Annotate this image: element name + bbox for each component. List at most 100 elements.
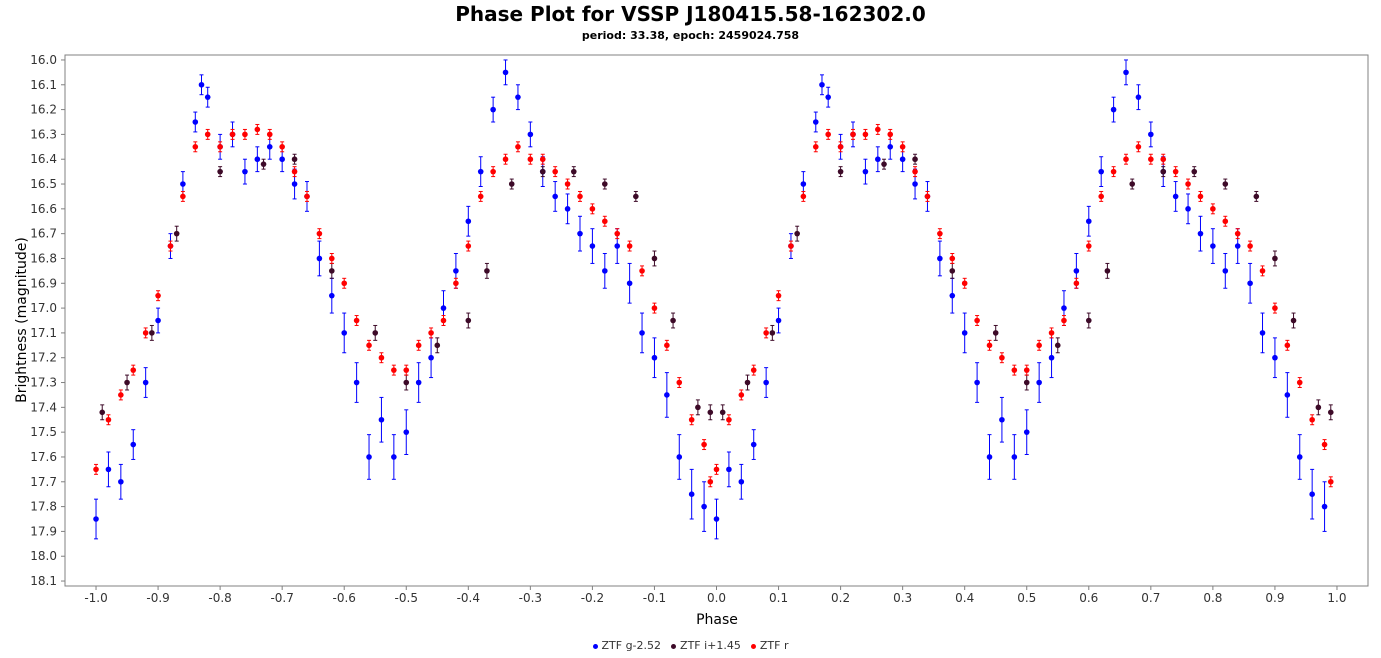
data-point	[1135, 144, 1142, 150]
x-tick-label: -0.5	[395, 591, 418, 605]
data-point	[1191, 168, 1198, 175]
legend-marker	[592, 643, 598, 649]
data-point	[626, 243, 633, 249]
legend-marker	[671, 643, 677, 649]
data-point	[1023, 429, 1030, 435]
data-point	[570, 168, 577, 175]
data-point	[1123, 69, 1129, 76]
data-point	[713, 466, 720, 473]
data-point	[639, 330, 645, 336]
data-point	[502, 69, 509, 76]
data-point	[254, 156, 261, 163]
data-point	[552, 168, 558, 175]
data-point	[812, 144, 819, 150]
data-point	[415, 379, 422, 386]
data-point	[769, 330, 776, 336]
data-point	[688, 491, 695, 497]
data-point	[1098, 168, 1104, 175]
data-point	[329, 268, 335, 274]
data-point	[1011, 454, 1018, 460]
data-point	[1073, 268, 1080, 274]
data-point	[800, 193, 807, 200]
data-point	[490, 168, 496, 175]
data-point	[366, 342, 372, 349]
data-point	[1210, 243, 1216, 249]
data-point	[695, 404, 701, 411]
data-point	[688, 416, 695, 423]
x-tick-label: -0.7	[270, 591, 293, 605]
x-tick-label: -0.6	[333, 591, 356, 605]
y-tick-label: 17.4	[30, 400, 57, 414]
x-tick-label: 0.1	[769, 591, 788, 605]
data-point	[118, 392, 124, 398]
legend-marker	[750, 643, 756, 649]
data-point	[149, 330, 155, 336]
data-point	[465, 317, 472, 324]
data-point	[217, 168, 223, 175]
data-point	[155, 317, 161, 324]
data-point	[266, 131, 273, 138]
data-point	[1247, 280, 1253, 287]
y-axis: 16.0 16.1 16.2 16.3 16.4 16.5 16.6 16.7 16.8 16.9…	[30, 53, 65, 588]
data-point	[1321, 441, 1328, 448]
data-point	[173, 230, 180, 237]
legend-label: ZTF i+1.45	[680, 639, 741, 652]
data-point	[1185, 181, 1191, 187]
data-point	[676, 379, 683, 386]
y-tick-label: 17.9	[30, 524, 57, 538]
data-point	[763, 330, 769, 336]
data-point	[180, 193, 186, 200]
data-point	[639, 268, 645, 274]
data-point	[800, 181, 807, 187]
y-tick-label: 16.7	[30, 227, 57, 241]
data-point	[1054, 342, 1061, 349]
data-point	[1272, 255, 1278, 262]
data-point	[837, 168, 844, 175]
legend-item: ZTF g-2.52	[592, 639, 662, 652]
x-tick-label: 0.0	[707, 591, 726, 605]
data-point	[912, 181, 918, 187]
data-point	[750, 367, 757, 373]
data-point	[812, 119, 819, 125]
x-axis-title: Phase	[696, 612, 738, 628]
data-point	[1253, 193, 1260, 200]
data-point	[403, 429, 410, 435]
y-tick-label: 17.0	[30, 301, 57, 315]
x-tick-label: 0.5	[1017, 591, 1036, 605]
data-point	[539, 156, 546, 163]
data-point	[1309, 416, 1315, 423]
data-point	[366, 454, 372, 460]
data-point	[502, 156, 509, 163]
data-point	[899, 156, 906, 163]
data-point	[577, 193, 583, 200]
data-point	[1110, 106, 1117, 113]
data-point	[1135, 94, 1142, 100]
data-point	[1073, 280, 1080, 287]
data-point	[105, 416, 112, 423]
data-point	[999, 354, 1005, 361]
y-tick-label: 16.5	[30, 177, 57, 191]
data-point	[1085, 317, 1092, 324]
data-point	[490, 106, 496, 113]
y-tick-label: 17.3	[30, 376, 57, 390]
data-point	[589, 206, 596, 212]
data-point	[949, 268, 956, 274]
data-point	[329, 255, 335, 262]
data-point	[428, 330, 434, 336]
legend-label: ZTF g-2.52	[601, 639, 662, 652]
data-point	[428, 354, 434, 361]
series-ztf-r	[93, 123, 1334, 488]
data-point	[651, 255, 658, 262]
data-point	[204, 94, 211, 100]
data-point	[589, 243, 596, 249]
data-point	[1296, 454, 1303, 460]
data-point	[372, 330, 379, 336]
data-point	[341, 330, 348, 336]
x-tick-label: -0.9	[146, 591, 169, 605]
x-tick-label: -0.1	[643, 591, 666, 605]
data-point	[651, 305, 658, 311]
data-point	[1160, 168, 1167, 175]
data-point	[1110, 168, 1117, 175]
y-tick-label: 16.9	[30, 276, 57, 290]
data-point	[937, 255, 943, 262]
